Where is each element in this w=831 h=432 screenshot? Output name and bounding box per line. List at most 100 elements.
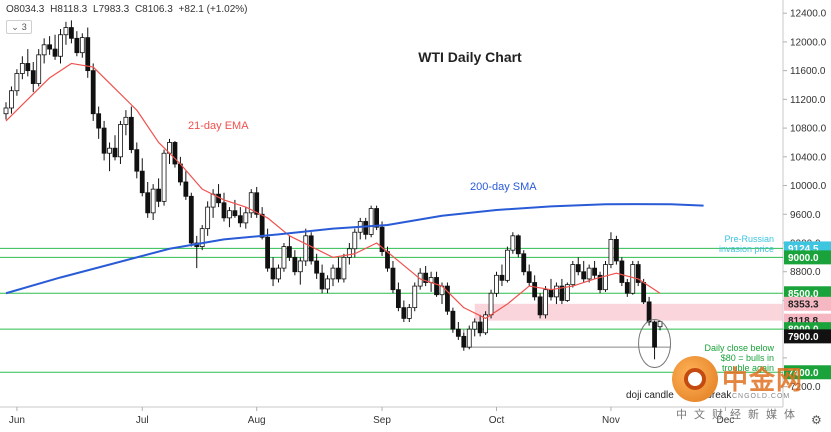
preinvasion-label: Pre-Russian <box>724 234 774 244</box>
candle-down <box>450 310 456 330</box>
candle-down <box>156 188 162 202</box>
candle-down <box>265 236 271 269</box>
candle-up <box>118 124 123 158</box>
chevron-down-icon: ⌄ <box>11 21 19 32</box>
candle-down <box>619 260 625 283</box>
candle-up <box>630 264 636 294</box>
preinvasion-label: invasion price <box>719 244 774 254</box>
candle-down <box>614 239 619 262</box>
candle-down <box>477 321 483 334</box>
watermark-en: CNGOLD.COM <box>732 393 791 400</box>
candle-up <box>161 152 167 202</box>
level-tag-9000: 9000.0 <box>788 253 819 264</box>
candle-down <box>575 264 581 273</box>
last-price-tag-bg <box>784 329 831 344</box>
candle-down <box>112 147 118 158</box>
time-tick-label: Jul <box>136 415 149 426</box>
level-tag-8500: 8500.0 <box>788 289 819 300</box>
candle-down <box>172 142 178 165</box>
low-value: L7983.3 <box>93 4 130 15</box>
candle-down <box>183 181 189 197</box>
resistance-zone <box>474 303 783 321</box>
candle-down <box>646 301 652 323</box>
candle-up <box>504 249 510 281</box>
level-tag-9000-bg <box>784 250 831 265</box>
ema-line <box>5 62 661 320</box>
candle-down <box>548 289 554 298</box>
candle-down <box>101 127 107 154</box>
zone-tag-high-bg <box>784 296 831 311</box>
candle-up <box>564 284 570 301</box>
close-value: C8106.3 <box>134 4 173 15</box>
candle-up <box>3 107 9 115</box>
candle-up <box>79 37 85 54</box>
candle-down <box>336 267 341 280</box>
candle-up <box>150 188 156 214</box>
candle-up <box>227 210 232 219</box>
watermark: 中金网 CNGOLD.COM 中文财经新媒体 <box>672 356 822 428</box>
daily-close-label: Daily close below <box>704 343 774 353</box>
candle-up <box>608 239 614 265</box>
candle-down <box>30 70 36 84</box>
price-tick-label: 10400.0 <box>790 152 827 163</box>
candle-down <box>52 48 58 57</box>
candle-up <box>412 285 418 309</box>
candle-up <box>325 278 330 290</box>
candle-down <box>90 70 96 115</box>
candle-down <box>379 226 385 253</box>
daily-close-label: $80 = bulls in <box>721 353 774 363</box>
candle-down <box>499 274 505 281</box>
level-tag-9124: 9124.5 <box>788 244 819 255</box>
candle-down <box>74 37 80 54</box>
candle-down <box>314 260 320 274</box>
price-tick-label: 10000.0 <box>790 181 827 192</box>
candle-up <box>107 147 112 154</box>
candle-up <box>63 27 69 36</box>
ema-label: 21-day EMA <box>188 120 249 132</box>
ohlc-readout: O8034.3 H8118.3 L7983.3 C8106.3 +82.1 (+… <box>6 4 250 15</box>
candle-up <box>368 208 374 235</box>
candle-down <box>25 63 31 72</box>
candle-down <box>461 335 467 348</box>
price-tick-label: 12400.0 <box>790 9 827 20</box>
candle-down <box>434 277 439 296</box>
candle-down <box>445 285 450 312</box>
indicator-collapse-button[interactable]: ⌄ 3 <box>6 20 32 34</box>
candle-down <box>581 271 587 280</box>
candle-up <box>297 260 303 273</box>
candle-down <box>526 271 532 283</box>
zone-tag-high: 8353.3 <box>788 299 819 310</box>
doji-circle <box>638 319 672 369</box>
candle-down <box>47 44 52 50</box>
level-tag-8500-bg <box>784 286 831 301</box>
candle-down <box>177 163 183 183</box>
candle-down <box>537 296 543 316</box>
candle-up <box>472 321 478 330</box>
candle-down <box>292 256 298 273</box>
candle-down <box>641 282 647 303</box>
candle-down <box>455 328 461 337</box>
high-value: H8118.3 <box>50 4 88 15</box>
doji-label: doji candle <box>626 390 674 401</box>
gear-icon[interactable]: ⚙ <box>811 413 822 427</box>
candle-down <box>221 202 227 219</box>
candle-up <box>248 192 254 214</box>
candle-up <box>603 264 608 291</box>
price-tick-label: 10800.0 <box>790 124 827 135</box>
candle-down <box>395 289 401 309</box>
candle-up <box>41 44 47 56</box>
candle-down <box>363 221 369 235</box>
watermark-logo-icon <box>672 356 718 402</box>
break-label: e break <box>698 390 732 401</box>
time-tick-label: Dec <box>717 415 735 426</box>
candle-up <box>9 90 14 109</box>
candle-down <box>270 267 276 280</box>
candle-down <box>69 27 74 39</box>
candle-down <box>423 272 429 283</box>
level-tag-7400: 7400.0 <box>788 368 819 379</box>
candle-up <box>58 34 63 57</box>
candle-down <box>374 208 380 228</box>
candle-down <box>597 274 603 291</box>
time-tick-label: Aug <box>248 415 266 426</box>
